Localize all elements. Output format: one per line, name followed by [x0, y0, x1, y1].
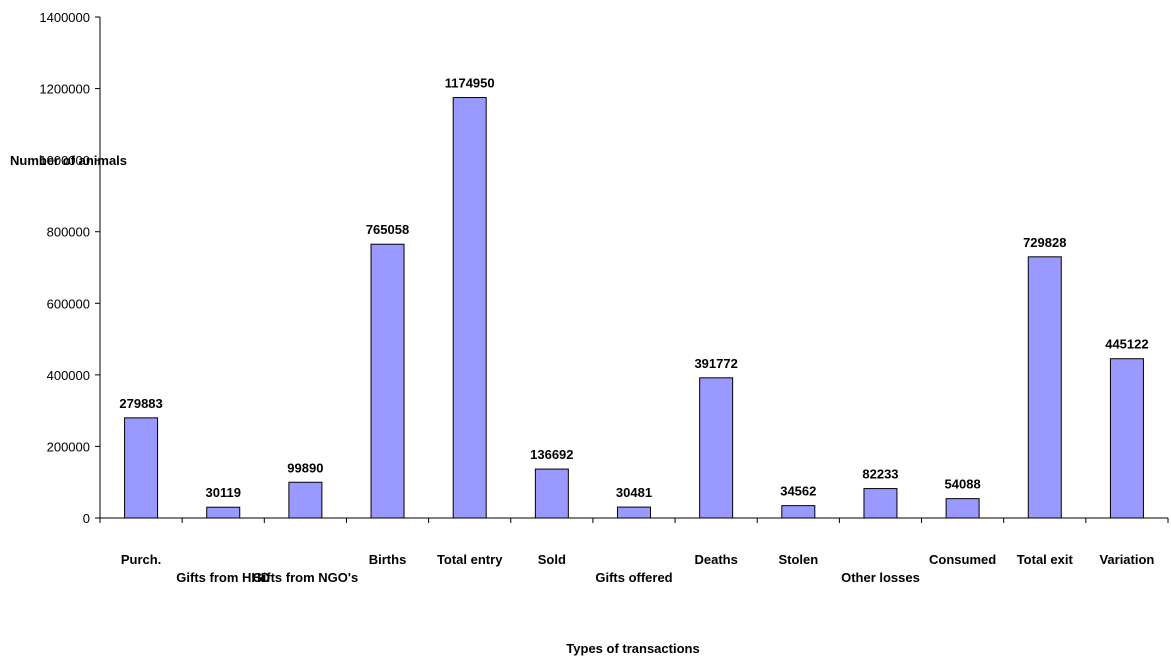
data-label: 391772	[694, 356, 737, 371]
data-label: 136692	[530, 447, 573, 462]
bars	[124, 97, 1144, 519]
bar	[206, 506, 241, 519]
bar	[1027, 256, 1062, 519]
data-label: 765058	[366, 222, 409, 237]
data-label: 30119	[206, 485, 241, 500]
data-labels: 279883 30119 99890 765058 1174950 136692 30481…	[119, 76, 1148, 501]
y-tick-label: 1000000	[39, 153, 90, 168]
x-category-label: Other losses	[841, 570, 920, 585]
x-category-label: Sold	[538, 552, 566, 567]
x-category-label: Consumed	[929, 552, 996, 567]
bar	[288, 481, 323, 519]
data-label: 279883	[119, 396, 162, 411]
bar	[617, 506, 651, 519]
y-tick-label: 800000	[47, 225, 90, 240]
y-axis: 0 200000 400000 600000 800000 1000000 1200000 1…	[39, 10, 101, 526]
y-axis-title: Number of animals	[10, 153, 127, 168]
x-category-label: Births	[369, 552, 407, 567]
x-axis-title: Types of transactions	[566, 641, 699, 656]
data-label: 82233	[862, 467, 898, 482]
y-tick-label: 400000	[47, 368, 90, 383]
data-label: 99890	[287, 460, 323, 475]
bar	[699, 377, 734, 519]
y-tick-label: 1400000	[39, 10, 90, 25]
bar	[781, 505, 816, 519]
data-label: 34562	[780, 484, 816, 499]
x-category-label: Total entry	[437, 552, 503, 567]
data-label: 445122	[1105, 337, 1148, 352]
x-category-label: Gifts offered	[595, 570, 672, 585]
x-category-label: Gifts from HHD	[176, 570, 270, 585]
bar	[1109, 358, 1144, 519]
data-label: 1174950	[445, 76, 495, 91]
data-label: 54088	[945, 477, 981, 492]
bar	[452, 97, 487, 519]
x-category-label: Total exit	[1017, 552, 1074, 567]
y-tick-label: 200000	[47, 439, 90, 454]
y-tick-label: 0	[83, 511, 90, 526]
bar	[945, 498, 980, 519]
x-category-label: Deaths	[694, 552, 737, 567]
data-label: 30481	[616, 485, 652, 500]
bar	[534, 468, 569, 519]
x-category-label: Variation	[1099, 552, 1154, 567]
y-tick-label: 600000	[47, 296, 90, 311]
bar	[370, 243, 405, 519]
x-category-label: Purch.	[121, 552, 161, 567]
x-category-label: Gifts from NGO's	[253, 570, 359, 585]
data-label: 729828	[1023, 235, 1066, 250]
bar	[124, 417, 159, 519]
y-tick-label: 1200000	[39, 82, 90, 97]
bar	[863, 488, 898, 519]
x-category-label: Stolen	[778, 552, 818, 567]
x-axis	[99, 517, 1169, 523]
